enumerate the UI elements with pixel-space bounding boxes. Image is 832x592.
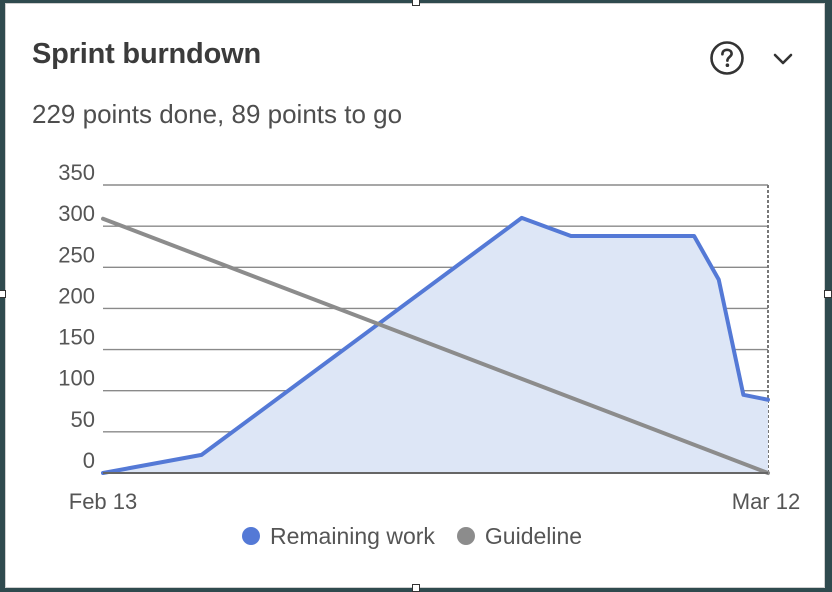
collapse-menu-button[interactable] bbox=[768, 44, 798, 74]
chevron-down-icon bbox=[773, 53, 793, 65]
legend-item-guideline[interactable]: Guideline bbox=[456, 522, 583, 550]
help-circle-icon bbox=[710, 41, 744, 75]
x-tick-label: Mar 12 bbox=[732, 489, 800, 514]
remaining-work-line bbox=[101, 215, 770, 475]
x-tick-label: Feb 13 bbox=[69, 489, 138, 514]
resize-handle-top[interactable] bbox=[412, 0, 420, 6]
resize-handle-left[interactable] bbox=[0, 290, 6, 298]
card-title: Sprint burndown bbox=[32, 38, 261, 70]
resize-handle-right[interactable] bbox=[824, 290, 832, 298]
y-tick-label: 350 bbox=[58, 160, 95, 185]
y-tick-label: 50 bbox=[71, 407, 95, 432]
card-subtitle: 229 points done, 89 points to go bbox=[32, 99, 403, 129]
y-tick-label: 250 bbox=[58, 242, 95, 267]
legend-swatch-guideline bbox=[456, 527, 475, 545]
legend-label-guideline: Guideline bbox=[484, 522, 583, 549]
legend-label-remaining: Remaining work bbox=[270, 522, 435, 549]
guideline-line bbox=[101, 216, 770, 475]
chart-axes: 0 50 100 150 200 250 300 350 Feb 13 Mar 12 bbox=[58, 160, 800, 514]
legend-item-remaining[interactable]: Remaining work bbox=[242, 523, 435, 550]
legend-swatch-remaining bbox=[242, 527, 260, 545]
y-tick-label: 100 bbox=[58, 366, 95, 391]
chart-legend: Remaining work Guideline bbox=[242, 520, 582, 552]
y-tick-label: 200 bbox=[58, 283, 95, 308]
burndown-chart: 0 50 100 150 200 250 300 350 Feb 13 Mar 12 bbox=[58, 160, 800, 514]
y-tick-label: 150 bbox=[58, 325, 95, 350]
resize-handle-bottom[interactable] bbox=[412, 584, 420, 592]
help-button[interactable] bbox=[709, 40, 745, 76]
y-tick-label: 300 bbox=[58, 201, 95, 226]
burndown-card: Sprint burndown 229 points done, 89 poin… bbox=[5, 3, 825, 588]
y-tick-label: 0 bbox=[83, 448, 95, 473]
chart-line-layer bbox=[101, 215, 770, 475]
